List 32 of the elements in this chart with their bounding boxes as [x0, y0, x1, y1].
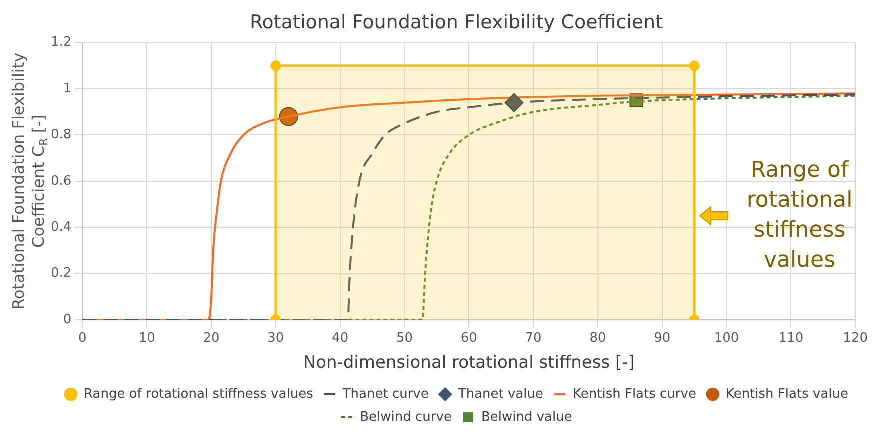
legend-label: Range of rotational stiffness values: [84, 386, 314, 402]
x-tick-label: 10: [138, 331, 156, 346]
x-tick-label: 90: [654, 331, 671, 346]
x-tick-label: 120: [843, 331, 868, 346]
y-tick-label: 0.8: [50, 128, 72, 143]
point: [270, 60, 282, 72]
x-tick-label: 70: [525, 331, 542, 346]
legend-label: Thanet curve: [342, 386, 429, 402]
legend-label: Belwind curve: [360, 410, 452, 425]
y-tick-label: 1: [63, 81, 72, 96]
annotation: Range of rotational stiffness values: [746, 158, 853, 273]
x-axis-title: Non-dimensional rotational stiffness [-]: [303, 353, 635, 374]
legend-label: Thanet value: [457, 386, 544, 402]
legend-label: Belwind value: [481, 410, 572, 425]
x-tick-label: 110: [778, 331, 804, 346]
x-tick-label: 60: [460, 331, 478, 346]
x-tick-label: 20: [203, 331, 220, 346]
x-tick-label: 0: [78, 331, 87, 346]
x-tick-label: 40: [332, 331, 349, 346]
x-tick-label: 30: [268, 331, 284, 346]
point: [689, 60, 700, 72]
y-tick-label: 1.2: [50, 35, 72, 50]
y-tick-label: 0.6: [50, 174, 72, 189]
x-tick-label: 80: [590, 331, 606, 346]
y-tick-label: 0.2: [50, 266, 72, 282]
y-tick-label: 0: [63, 312, 72, 328]
legend-label: Kentish Flats value: [726, 386, 848, 402]
y-tick-label: 0.4: [50, 220, 72, 235]
x-tick-label: 50: [396, 331, 413, 346]
x-tick-label: 100: [714, 331, 740, 346]
legend-label: Kentish Flats curve: [573, 386, 696, 402]
chart-title: Rotational Foundation Flexibility Coefficient: [250, 11, 664, 34]
